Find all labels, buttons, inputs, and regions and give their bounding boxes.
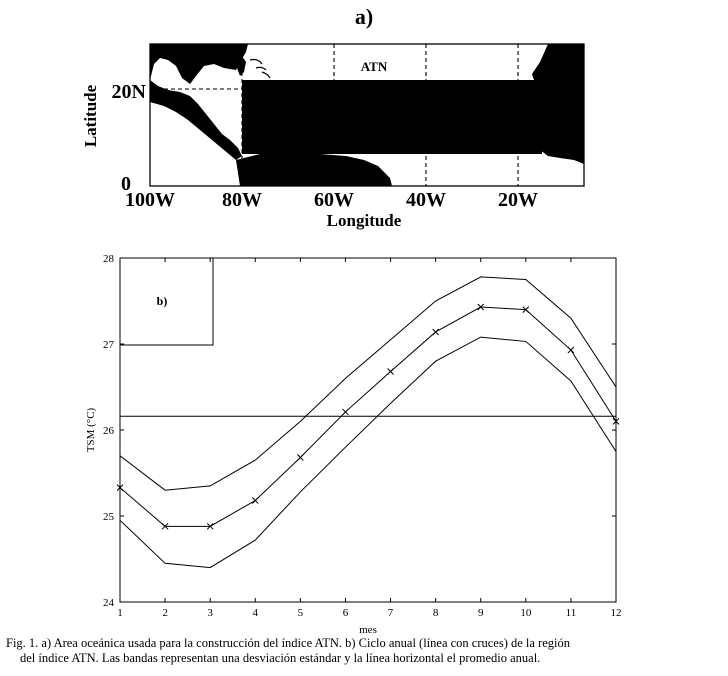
data-point-cross xyxy=(477,303,485,311)
map-ytick-20n: 20N xyxy=(112,81,147,103)
y-tick-label: 25 xyxy=(103,511,115,523)
florida-land xyxy=(236,56,246,76)
x-tick-label: 4 xyxy=(253,607,259,619)
data-point-cross xyxy=(251,497,259,504)
africa-land xyxy=(532,44,584,164)
x-tick-label: 9 xyxy=(478,607,484,619)
caribbean-islands xyxy=(249,58,271,79)
series-line-upper-band xyxy=(119,276,617,491)
data-point-cross xyxy=(567,346,575,354)
atn-region-box xyxy=(242,80,542,154)
x-tick-label: 6 xyxy=(343,607,349,619)
panel-a-title: a) xyxy=(354,4,374,29)
series-line-lower-band xyxy=(119,336,617,569)
chart-ylabel: TSM (°C) xyxy=(85,407,97,452)
caption-line-1: Fig. 1. a) Area oceánica usada para la c… xyxy=(6,636,571,650)
data-point-cross xyxy=(116,484,124,491)
x-tick-label: 7 xyxy=(388,607,394,619)
data-point-cross xyxy=(342,408,349,416)
caption-line-2: del índice ATN. Las bandas representan u… xyxy=(20,651,541,665)
south-america-land xyxy=(236,152,392,186)
x-tick-label: 1 xyxy=(117,607,123,619)
central-america-land xyxy=(150,80,242,160)
panel-b-label-box xyxy=(120,258,214,346)
data-point-cross xyxy=(161,522,169,530)
data-point-cross xyxy=(387,368,394,375)
map-xtick-20w: 20W xyxy=(498,189,538,211)
x-tick-label: 2 xyxy=(162,607,168,619)
series-line-mean xyxy=(119,306,617,527)
atn-region-map: ATN 20N 0 100W 80W 60W 40W 20W Longitude… xyxy=(81,43,585,230)
land-masses xyxy=(150,44,584,186)
x-tick-label: 3 xyxy=(207,607,213,619)
map-ylabel: Latitude xyxy=(81,84,100,147)
chart-xlabel: mes xyxy=(359,624,377,636)
figure-caption: Fig. 1. a) Area oceánica usada para la c… xyxy=(6,636,724,666)
map-xlabel: Longitude xyxy=(327,211,402,230)
data-point-cross xyxy=(522,306,530,313)
data-point-cross xyxy=(297,454,304,461)
y-tick-label: 27 xyxy=(103,339,115,351)
x-tick-label: 12 xyxy=(611,607,622,619)
atn-region-label: ATN xyxy=(361,59,388,74)
data-point-cross xyxy=(612,418,620,425)
map-frame xyxy=(149,43,585,187)
panel-b-label: b) xyxy=(157,294,168,308)
north-america-land xyxy=(150,44,248,84)
y-tick-label: 24 xyxy=(103,597,115,609)
chart-frame xyxy=(119,257,617,603)
x-tick-label: 8 xyxy=(433,607,439,619)
y-tick-label: 28 xyxy=(103,253,115,265)
y-tick-label: 26 xyxy=(103,425,115,437)
x-tick-label: 5 xyxy=(298,607,304,619)
data-point-cross xyxy=(206,522,214,530)
x-tick-label: 11 xyxy=(566,607,577,619)
map-ytick-0: 0 xyxy=(121,173,131,195)
map-xtick-100w: 100W xyxy=(125,189,175,211)
data-point-cross xyxy=(432,328,439,336)
map-xtick-40w: 40W xyxy=(406,189,446,211)
x-tick-label: 10 xyxy=(520,607,532,619)
map-xtick-80w: 80W xyxy=(222,189,262,211)
map-xtick-60w: 60W xyxy=(314,189,354,211)
